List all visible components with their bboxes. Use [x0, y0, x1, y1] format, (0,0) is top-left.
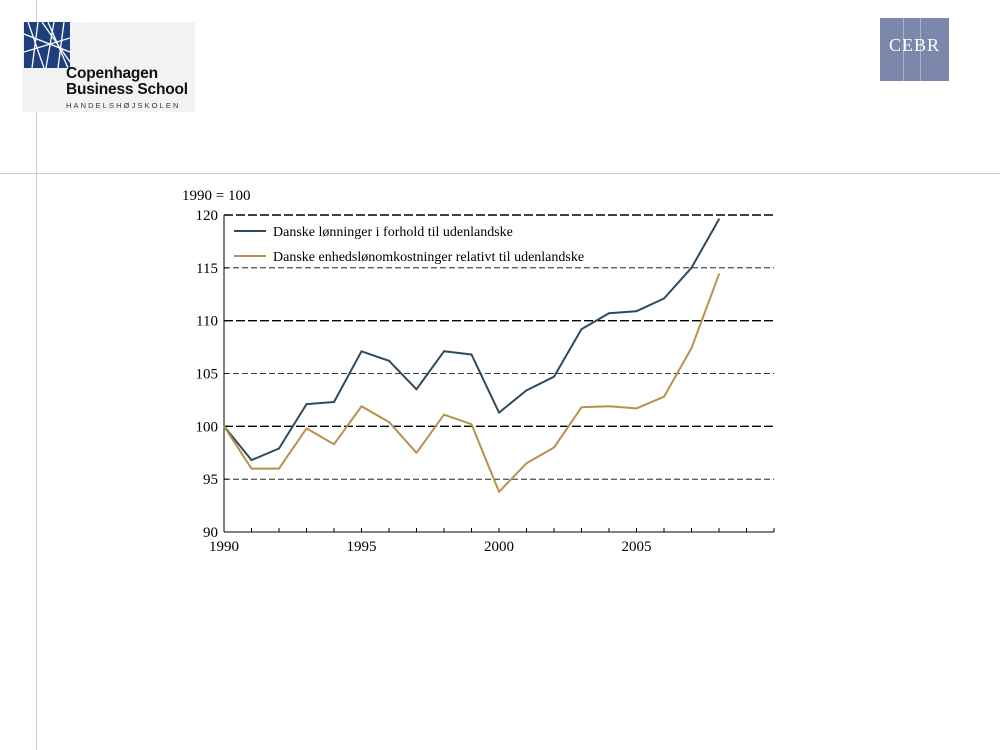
- data-point: [608, 312, 610, 315]
- line-chart: 1990 = 100 90 95 100 105 110 115 120 1990 1995 2…: [182, 188, 775, 555]
- gridlines: [224, 214, 774, 480]
- y-tick-label: 95: [203, 472, 218, 488]
- index-label: 1990 = 100: [182, 188, 250, 204]
- x-tick-label: 1990: [209, 539, 239, 555]
- y-tick-label: 120: [196, 208, 219, 224]
- legend: Danske lønninger i forhold til udenlands…: [234, 225, 584, 265]
- series-lines: [223, 218, 720, 493]
- cbs-logo: Copenhagen Business School HANDELSHØJSKO…: [22, 22, 195, 112]
- data-point: [360, 350, 363, 353]
- data-point: [223, 425, 225, 428]
- data-point: [333, 401, 335, 403]
- y-tick-label: 105: [196, 367, 219, 383]
- data-point: [690, 266, 693, 269]
- data-point: [388, 359, 390, 362]
- x-tick-label: 2000: [484, 539, 514, 555]
- x-tick-label: 1995: [347, 539, 377, 555]
- data-point: [360, 405, 363, 408]
- y-tick-label: 100: [196, 419, 219, 435]
- cebr-logo: CEBR: [880, 18, 949, 81]
- cebr-stripe: [920, 18, 921, 81]
- data-point: [443, 350, 445, 353]
- y-tick-label: 90: [203, 525, 218, 541]
- cbs-name: Copenhagen Business School: [66, 66, 188, 98]
- data-point: [553, 446, 555, 449]
- data-point: [718, 218, 720, 221]
- data-point: [305, 403, 308, 406]
- x-tick-labels: 1990 1995 2000 2005: [209, 539, 652, 555]
- legend-label-1: Danske lønninger i forhold til udenlands…: [273, 225, 513, 240]
- data-point: [635, 407, 638, 410]
- cbs-name-line1: Copenhagen: [66, 65, 158, 82]
- data-point: [278, 467, 280, 470]
- data-point: [415, 388, 418, 391]
- data-point: [525, 462, 528, 465]
- y-tick-label: 115: [196, 261, 218, 277]
- data-point: [278, 447, 280, 450]
- data-point: [580, 406, 583, 409]
- data-point: [498, 490, 500, 493]
- data-point: [580, 328, 583, 331]
- data-point: [470, 423, 473, 426]
- data-point: [470, 353, 473, 356]
- data-point: [690, 347, 693, 350]
- data-point: [443, 413, 445, 416]
- cebr-stripe: [903, 18, 904, 81]
- data-point: [718, 273, 720, 276]
- data-point: [525, 389, 528, 392]
- axes: [223, 214, 775, 533]
- cbs-subtitle: HANDELSHØJSKOLEN: [66, 101, 181, 110]
- data-point: [498, 411, 500, 414]
- cebr-logo-text: CEBR: [888, 35, 940, 55]
- data-point: [553, 375, 555, 378]
- cbs-emblem-icon: [24, 22, 70, 68]
- y-tick-labels: 90 95 100 105 110 115 120: [196, 208, 219, 541]
- data-point: [663, 297, 665, 300]
- data-point: [305, 427, 308, 430]
- data-point: [415, 451, 418, 454]
- data-point: [250, 467, 253, 470]
- data-point: [663, 395, 665, 398]
- data-point: [608, 405, 610, 408]
- cbs-name-line2: Business School: [66, 81, 188, 98]
- data-point: [333, 443, 335, 446]
- data-point: [388, 421, 390, 424]
- data-point: [635, 310, 638, 313]
- vertical-divider: [36, 0, 37, 750]
- x-tick-label: 2005: [622, 539, 652, 555]
- legend-label-2: Danske enhedslønomkostninger relativt ti…: [273, 250, 584, 265]
- horizontal-divider: [0, 173, 1000, 174]
- y-tick-label: 110: [196, 314, 218, 330]
- data-point: [250, 459, 253, 462]
